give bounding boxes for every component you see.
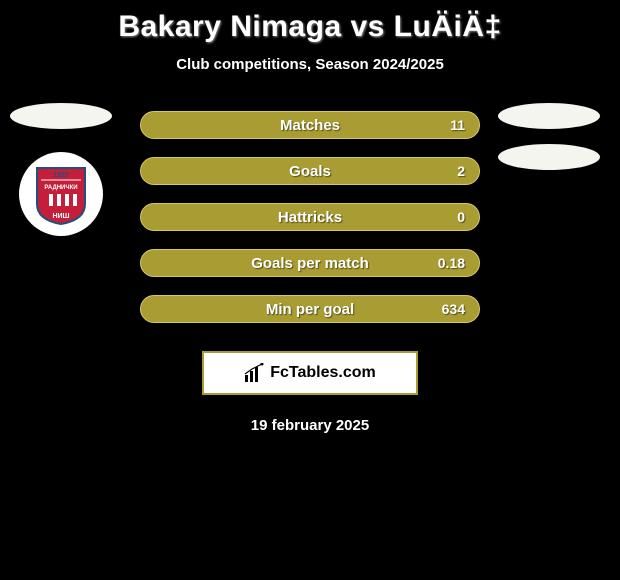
content-area: 1923 РАДНИЧКИ НИШ Ma: [0, 111, 620, 434]
chart-icon: [244, 363, 264, 383]
stat-row-goals-per-match: Goals per match 0.18: [140, 249, 480, 277]
branding-text: FcTables.com: [270, 364, 376, 382]
svg-text:РАДНИЧКИ: РАДНИЧКИ: [44, 185, 77, 191]
svg-text:1923: 1923: [53, 172, 69, 179]
stat-value: 0: [457, 209, 465, 225]
stat-row-min-per-goal: Min per goal 634: [140, 295, 480, 323]
club-logo: 1923 РАДНИЧКИ НИШ: [19, 152, 103, 236]
stat-value: 634: [442, 301, 465, 317]
player-left-badge: [10, 103, 112, 129]
stat-value: 0.18: [438, 255, 465, 271]
stat-label: Matches: [280, 117, 340, 134]
date-label: 19 february 2025: [0, 417, 620, 434]
svg-text:НИШ: НИШ: [52, 213, 69, 220]
stat-label: Hattricks: [278, 209, 342, 226]
stat-row-goals: Goals 2: [140, 157, 480, 185]
stat-row-matches: Matches 11: [140, 111, 480, 139]
branding-box[interactable]: FcTables.com: [202, 351, 418, 395]
right-badges-column: [498, 103, 600, 170]
stat-label: Goals per match: [251, 255, 369, 272]
stat-row-hattricks: Hattricks 0: [140, 203, 480, 231]
page-title: Bakary Nimaga vs LuÄiÄ‡: [0, 10, 620, 44]
shield-icon: 1923 РАДНИЧКИ НИШ: [29, 162, 93, 226]
stat-value: 11: [450, 117, 465, 133]
player-right-badge-2: [498, 144, 600, 170]
stat-label: Goals: [289, 163, 331, 180]
left-badges-column: 1923 РАДНИЧКИ НИШ: [10, 103, 112, 236]
subtitle: Club competitions, Season 2024/2025: [0, 56, 620, 73]
stats-list: Matches 11 Goals 2 Hattricks 0 Goals per…: [140, 111, 480, 323]
stat-value: 2: [457, 163, 465, 179]
player-right-badge-1: [498, 103, 600, 129]
stat-label: Min per goal: [266, 301, 354, 318]
